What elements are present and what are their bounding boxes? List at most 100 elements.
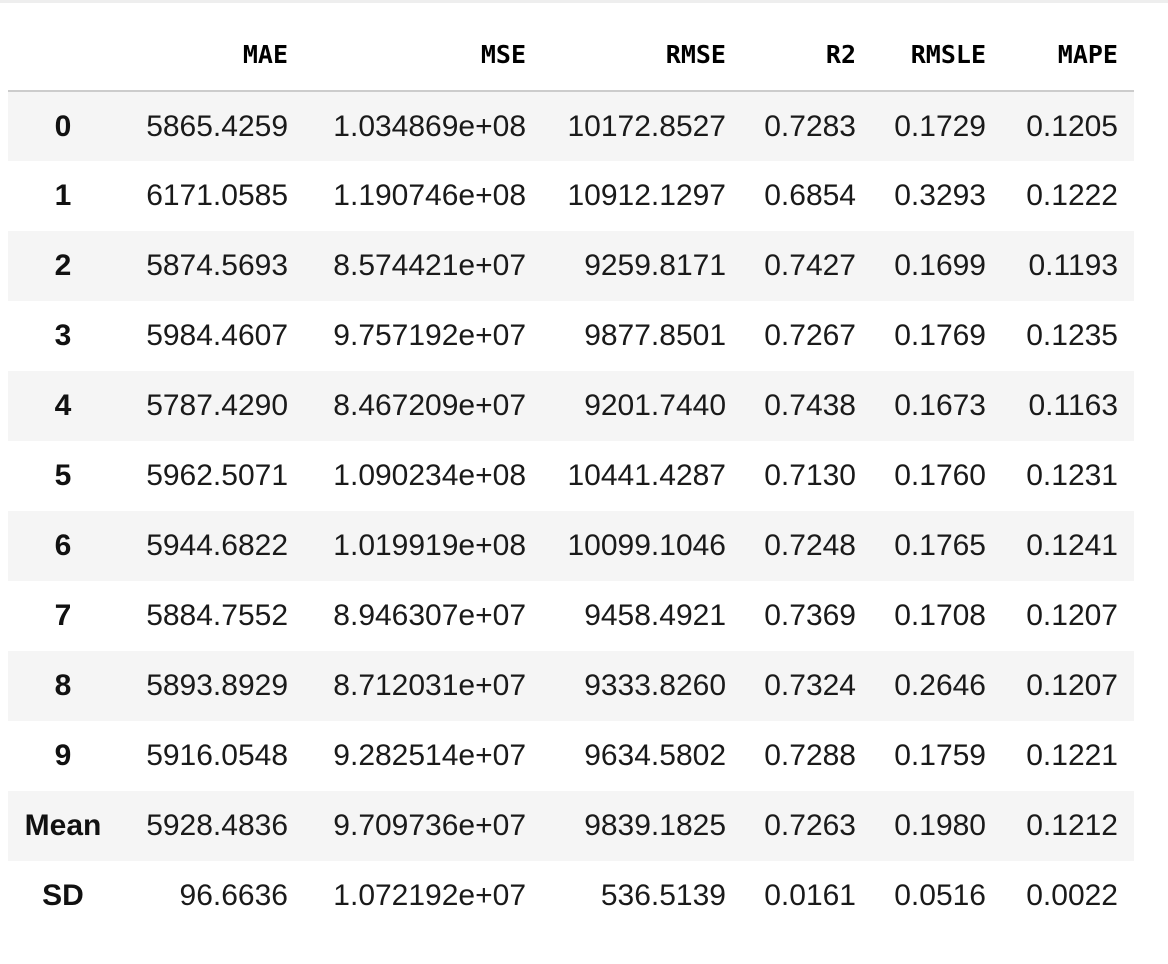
header-rmsle: RMSLE: [872, 18, 1002, 92]
header-mape: MAPE: [1002, 18, 1134, 92]
cell-mape: 0.1231: [1026, 459, 1118, 492]
cell-rmsle: 0.3293: [894, 179, 986, 212]
cell-rmsle: 0.2646: [894, 669, 986, 702]
cell-r2: 0.7438: [764, 389, 856, 422]
cell-mae: 5865.4259: [146, 109, 288, 143]
cell-rmsle: 0.1765: [894, 529, 986, 562]
table-row: SD 96.6636 1.072192e+07 536.5139 0.0161 0.051…: [8, 861, 1134, 931]
cell-rmse: 536.5139: [600, 879, 726, 912]
cell-r2: 0.7283: [764, 109, 856, 143]
cell-top-border: [0, 0, 1168, 3]
header-r2: R2: [742, 18, 872, 92]
cell-mape: 0.1212: [1026, 809, 1118, 842]
cell-mape: 0.1207: [1026, 669, 1118, 702]
header-row: MAE MSE RMSE R2 RMSLE MAPE: [8, 18, 1134, 92]
cell-r2: 0.7324: [764, 669, 856, 702]
row-index: Mean: [24, 809, 102, 842]
cell-rmse: 9458.4921: [584, 599, 726, 632]
table-row: 3 5984.4607 9.757192e+07 9877.8501 0.7267 0.1…: [8, 301, 1134, 371]
table-row: 7 5884.7552 8.946307e+07 9458.4921 0.7369 0.1…: [8, 581, 1134, 651]
cell-mae: 5874.5693: [146, 249, 288, 282]
header-mae: MAE: [118, 18, 304, 92]
cell-r2: 0.0161: [764, 879, 856, 912]
cell-mse: 1.072192e+07: [333, 879, 526, 912]
row-index: 3: [54, 319, 72, 352]
table-row: 2 5874.5693 8.574421e+07 9259.8171 0.7427 0.1…: [8, 231, 1134, 301]
row-index: 2: [54, 249, 72, 282]
cell-rmsle: 0.1729: [894, 109, 986, 143]
cell-mape: 0.1221: [1026, 739, 1118, 772]
cell-mae: 5893.8929: [146, 669, 288, 702]
cell-r2: 0.7248: [764, 529, 856, 562]
cell-mse: 9.757192e+07: [333, 319, 526, 352]
cell-mse: 1.090234e+08: [333, 459, 526, 492]
cell-rmsle: 0.1760: [894, 459, 986, 492]
cell-mse: 9.709736e+07: [333, 809, 526, 842]
cell-r2: 0.7288: [764, 739, 856, 772]
cell-mae: 6171.0585: [146, 179, 288, 212]
row-index: SD: [42, 879, 84, 912]
row-index: 0: [54, 109, 72, 143]
cell-mape: 0.1205: [1026, 109, 1118, 143]
cell-rmse: 10099.1046: [567, 529, 727, 562]
table-header: MAE MSE RMSE R2 RMSLE MAPE: [8, 18, 1134, 92]
cell-mse: 1.190746e+08: [333, 179, 526, 212]
cell-rmsle: 0.1759: [894, 739, 986, 772]
cell-r2: 0.7427: [764, 249, 856, 282]
cell-rmse: 9877.8501: [584, 319, 726, 352]
cell-mse: 1.019919e+08: [333, 529, 526, 562]
cell-rmsle: 0.0516: [894, 879, 986, 912]
table-row: Mean 5928.4836 9.709736e+07 9839.1825 0.7263…: [8, 791, 1134, 861]
cell-mape: 0.1241: [1026, 529, 1118, 562]
cell-mae: 5884.7552: [146, 599, 288, 632]
cell-mse: 9.282514e+07: [333, 739, 526, 772]
row-index: 4: [54, 389, 72, 422]
row-index: 5: [54, 459, 72, 492]
table-row: 8 5893.8929 8.712031e+07 9333.8260 0.7324 0.2…: [8, 651, 1134, 721]
cell-rmsle: 0.1980: [894, 809, 986, 842]
cell-rmsle: 0.1769: [894, 319, 986, 352]
cell-rmse: 9259.8171: [584, 249, 726, 282]
results-dataframe: MAE MSE RMSE R2 RMSLE MAPE 0 5865.4259 1.0…: [8, 18, 1134, 931]
row-index: 7: [54, 599, 72, 632]
cell-mape: 0.1235: [1026, 319, 1118, 352]
cell-mape: 0.1222: [1026, 179, 1118, 212]
table-row: 5 5962.5071 1.090234e+08 10441.4287 0.7130 0.…: [8, 441, 1134, 511]
cell-r2: 0.6854: [764, 179, 856, 212]
row-index: 1: [54, 179, 72, 212]
table-row: 0 5865.4259 1.034869e+08 10172.8527 0.7283 0.…: [8, 91, 1134, 161]
header-rmse: RMSE: [542, 18, 742, 92]
cell-mape: 0.0022: [1026, 879, 1118, 912]
cell-rmse: 10172.8527: [567, 109, 727, 143]
cell-rmse: 9201.7440: [584, 389, 726, 422]
row-index: 9: [54, 739, 72, 772]
cell-mse: 8.467209e+07: [333, 389, 526, 422]
cell-rmse: 9634.5802: [584, 739, 726, 772]
cell-mape: 0.1163: [1028, 389, 1118, 422]
cell-mse: 8.946307e+07: [333, 599, 526, 632]
cell-r2: 0.7369: [764, 599, 856, 632]
cell-r2: 0.7267: [764, 319, 856, 352]
cell-rmsle: 0.1673: [894, 389, 986, 422]
cell-mae: 5787.4290: [146, 389, 288, 422]
table-row: 9 5916.0548 9.282514e+07 9634.5802 0.7288 0.1…: [8, 721, 1134, 791]
cell-mse: 8.712031e+07: [333, 669, 526, 702]
cell-rmse: 10441.4287: [567, 459, 727, 492]
cell-rmse: 9333.8260: [584, 669, 726, 702]
table-row: 4 5787.4290 8.467209e+07 9201.7440 0.7438 0.1…: [8, 371, 1134, 441]
cell-mae: 5984.4607: [146, 319, 288, 352]
cell-rmse: 9839.1825: [584, 809, 726, 842]
cell-mse: 8.574421e+07: [333, 249, 526, 282]
cell-mae: 5944.6822: [146, 529, 288, 562]
cell-rmsle: 0.1699: [894, 249, 986, 282]
table-row: 1 6171.0585 1.190746e+08 10912.1297 0.6854 0.…: [8, 161, 1134, 231]
cell-rmse: 10912.1297: [567, 179, 727, 212]
cell-mse: 1.034869e+08: [333, 109, 526, 143]
cell-mae: 5928.4836: [146, 809, 288, 842]
cell-mae: 5962.5071: [146, 459, 288, 492]
header-mse: MSE: [304, 18, 542, 92]
table-body: 0 5865.4259 1.034869e+08 10172.8527 0.7283 0.…: [8, 91, 1134, 931]
cell-mae: 96.6636: [179, 879, 288, 912]
table-row: 6 5944.6822 1.019919e+08 10099.1046 0.7248 0.…: [8, 511, 1134, 581]
